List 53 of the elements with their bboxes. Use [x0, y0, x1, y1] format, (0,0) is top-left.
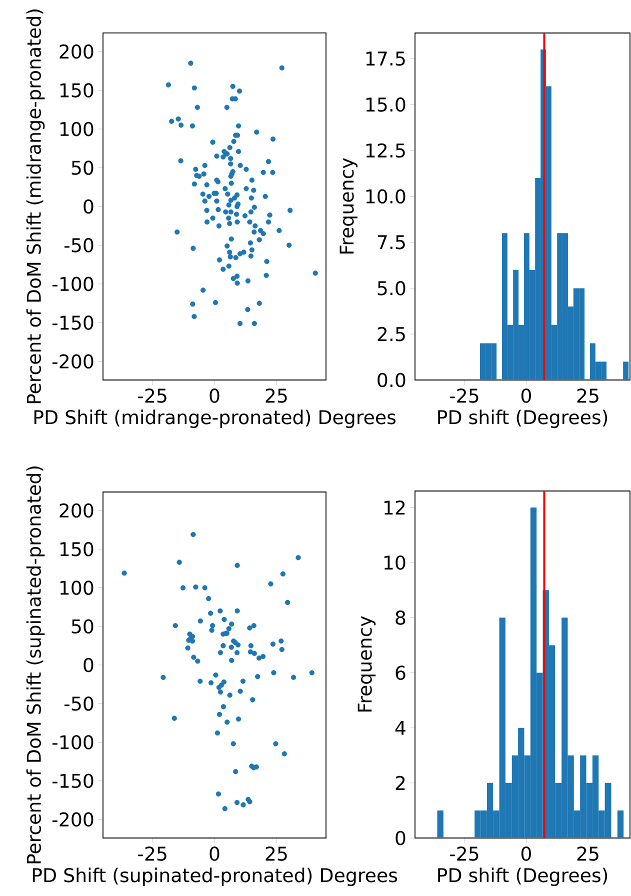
y-tick-label: 200 [60, 44, 94, 59]
y-tick-label: -100 [52, 276, 94, 292]
y-tick-label: -200 [52, 812, 94, 827]
x-axis-title: PD Shift (midrange-pronated) Degrees [34, 410, 396, 428]
y-tick-label: 12.5 [366, 143, 405, 158]
y-tick-label: 100 [60, 122, 94, 136]
y-axis-title: Percent of DoM Shift (midrange-pronated) [26, 10, 45, 404]
y-tick-label: -200 [52, 354, 94, 369]
y-tick-label: 0 [84, 658, 94, 672]
y-tick-label: 10.0 [366, 189, 406, 204]
x-tick-label: 0 [521, 846, 531, 861]
x-tick-label: 25 [266, 388, 287, 403]
x-axis-title: PD shift (Degrees) [438, 868, 608, 886]
y-tick-label: 5.0 [378, 281, 406, 296]
y-tick-label: 6 [396, 666, 406, 680]
y-tick-label: -50 [64, 238, 94, 252]
x-tick-label: -25 [450, 846, 478, 861]
y-axis-title: Percent of DoM Shift (supinated-pronated) [26, 466, 45, 864]
y-tick-label: 0.0 [378, 372, 406, 388]
y-tick-label: 15.0 [366, 97, 406, 112]
x-tick-label: 0 [210, 388, 220, 403]
y-tick-label: 4 [395, 720, 406, 735]
x-tick-label: 25 [577, 846, 598, 861]
y-tick-label: 50 [72, 160, 94, 175]
y-axis-title: Frequency [358, 616, 376, 712]
x-axis-title: PD shift (Degrees) [438, 410, 608, 428]
y-tick-label: 7.5 [378, 235, 405, 250]
y-tick-label: 50 [72, 619, 94, 634]
x-tick-label: -25 [138, 388, 166, 403]
y-tick-label: -50 [64, 696, 94, 711]
x-tick-label: 25 [577, 388, 598, 403]
y-tick-label: 2 [396, 776, 405, 790]
y-tick-label: -150 [52, 774, 94, 788]
y-tick-label: 100 [60, 580, 94, 595]
y-tick-label: 200 [60, 503, 94, 518]
y-tick-label: 8 [396, 610, 406, 625]
y-tick-label: 150 [60, 83, 94, 98]
y-tick-label: 12 [384, 500, 405, 515]
y-tick-label: 150 [60, 542, 94, 556]
x-tick-label: 25 [266, 846, 287, 861]
y-tick-label: 2.5 [378, 326, 405, 342]
y-tick-label: 0 [84, 199, 94, 214]
y-tick-label: -150 [52, 316, 94, 330]
y-tick-label: 17.5 [366, 52, 405, 66]
x-tick-label: -25 [450, 388, 478, 403]
y-tick-label: 0 [396, 830, 406, 846]
x-tick-label: -25 [138, 846, 166, 861]
y-axis-title: Frequency [340, 158, 358, 254]
y-tick-label: 10 [384, 555, 406, 570]
x-tick-label: 0 [210, 846, 220, 861]
x-axis-title: PD Shift (supinated-pronated) Degrees [32, 868, 398, 886]
y-tick-label: -100 [52, 735, 94, 750]
x-tick-label: 0 [521, 388, 531, 403]
